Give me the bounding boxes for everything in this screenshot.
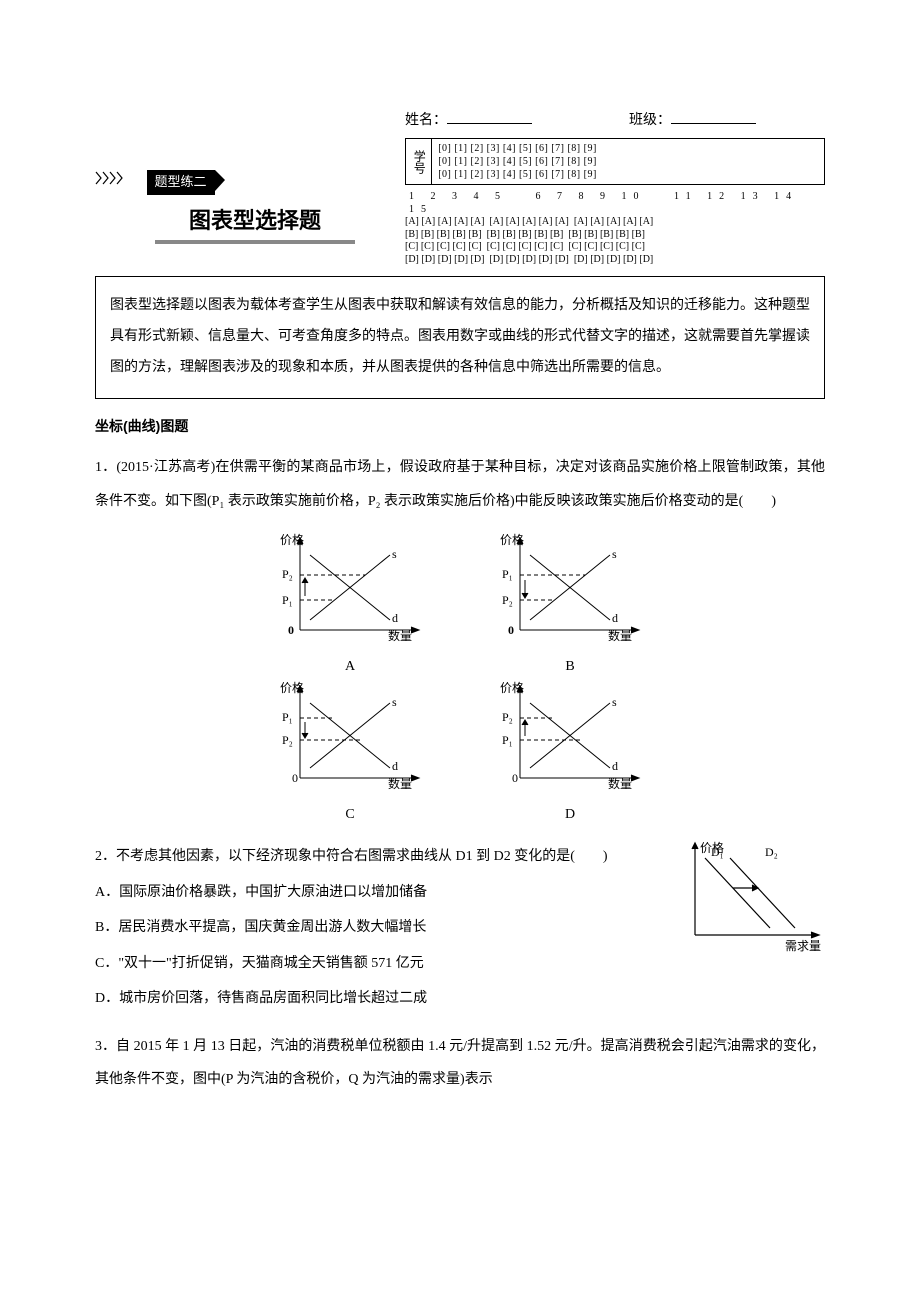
opt-row[interactable]: [A] [A] [A] [A] [A]	[489, 216, 568, 227]
svg-text:0: 0	[512, 771, 518, 785]
s-label: s	[392, 547, 397, 561]
svg-text:数量: 数量	[608, 776, 632, 791]
main-title: 图表型选择题	[155, 203, 355, 244]
d-label: d	[392, 611, 398, 625]
svg-text:价格: 价格	[280, 680, 304, 695]
chart-label: B	[490, 656, 650, 678]
svg-text:价格: 价格	[500, 532, 524, 547]
name-class-row: 姓名： 班级：	[405, 110, 825, 132]
d2-label: D₂	[765, 845, 778, 859]
student-id-label: 学号	[406, 139, 432, 184]
chart-label: C	[270, 804, 430, 826]
opt-row[interactable]: [B] [B] [B] [B] [B]	[487, 229, 564, 240]
q-nums: 6 7 8 9 10	[536, 191, 646, 202]
chevron-icon	[95, 170, 139, 186]
intro-box: 图表型选择题以图表为载体考查学生从图表中获取和解读有效信息的能力，分析概括及知识…	[95, 276, 825, 398]
svg-text:d: d	[612, 759, 618, 773]
opt-row[interactable]: [C] [C] [C] [C] [C]	[568, 241, 645, 252]
q2-option-c: C．"双十一"打折促销，天猫商城全天销售额 571 亿元	[95, 947, 665, 981]
svg-text:数量: 数量	[608, 628, 632, 643]
question-2: 2．不考虑其他因素，以下经济现象中符合右图需求曲线从 D1 到 D2 变化的是(…	[95, 840, 825, 1016]
q3-stem: 3．自 2015 年 1 月 13 日起，汽油的消费税单位税额由 1.4 元/升…	[95, 1039, 825, 1088]
svg-text:P₁: P₁	[502, 567, 513, 581]
svg-text:s: s	[392, 695, 397, 709]
title-block: 题型练二 图表型选择题	[95, 110, 385, 244]
d1-label: D₁	[711, 845, 724, 859]
student-id-box: 学号 [0] [1] [2] [3] [4] [5] [6] [7] [8] […	[405, 138, 825, 185]
q2-option-d: D．城市房价回落，待售商品房面积同比增长超过二成	[95, 982, 665, 1016]
axis-x: 需求量	[785, 939, 821, 953]
chart-a: 价格 数量 s d P₂ P₁ 0 A	[270, 530, 430, 678]
section-heading: 坐标(曲线)图题	[95, 415, 825, 437]
svg-text:s: s	[612, 547, 617, 561]
q-nums: 1 2 3 4 5	[409, 191, 507, 202]
opt-row[interactable]: [A] [A] [A] [A] [A]	[574, 216, 653, 227]
omr-block: 姓名： 班级： 学号 [0] [1] [2] [3] [4] [5] [6] […	[405, 110, 825, 266]
section-badge: 题型练二	[147, 170, 215, 195]
svg-text:数量: 数量	[388, 776, 412, 791]
student-id-bubbles[interactable]: [0] [1] [2] [3] [4] [5] [6] [7] [8] [9] …	[432, 139, 603, 184]
name-label: 姓名：	[405, 113, 447, 128]
question-1: 1．(2015·江苏高考)在供需平衡的某商品市场上，假设政府基于某种目标，决定对…	[95, 451, 825, 518]
opt-row[interactable]: [B] [B] [B] [B] [B]	[405, 229, 482, 240]
opt-row[interactable]: [A] [A] [A] [A] [A]	[405, 216, 484, 227]
axis-x: 数量	[388, 628, 412, 643]
svg-text:0: 0	[508, 623, 514, 637]
p1-label: P₁	[282, 593, 293, 607]
opt-row[interactable]: [D] [D] [D] [D] [D]	[574, 254, 653, 265]
svg-text:d: d	[392, 759, 398, 773]
answer-grid[interactable]: 1 2 3 4 5 6 7 8 9 10 11 12 13 14 15 [A] …	[405, 191, 825, 266]
q2-stem: 2．不考虑其他因素，以下经济现象中符合右图需求曲线从 D1 到 D2 变化的是(…	[95, 840, 665, 874]
q2-chart: 价格 需求量 D₁ D₂	[675, 840, 825, 968]
svg-text:P₂: P₂	[502, 593, 513, 607]
chart-label: A	[270, 656, 430, 678]
q1-charts: 价格 数量 s d P₂ P₁ 0 A	[95, 530, 825, 826]
opt-row[interactable]: [C] [C] [C] [C] [C]	[405, 241, 482, 252]
svg-text:s: s	[612, 695, 617, 709]
opt-row[interactable]: [D] [D] [D] [D] [D]	[405, 254, 484, 265]
chart-b: 价格 数量 s d P₁ P₂ 0 B	[490, 530, 650, 678]
digit-row[interactable]: [0] [1] [2] [3] [4] [5] [6] [7] [8] [9]	[438, 142, 597, 155]
chart-label: D	[490, 804, 650, 826]
svg-text:P₂: P₂	[282, 733, 293, 747]
opt-row[interactable]: [D] [D] [D] [D] [D]	[489, 254, 568, 265]
svg-text:P₁: P₁	[502, 733, 513, 747]
svg-text:价格: 价格	[500, 680, 524, 695]
class-blank[interactable]	[671, 110, 756, 124]
page-header: 题型练二 图表型选择题 姓名： 班级： 学号 [0] [1] [2] [3] […	[95, 110, 825, 266]
q2-option-a: A．国际原油价格暴跌，中国扩大原油进口以增加储备	[95, 876, 665, 910]
opt-row[interactable]: [C] [C] [C] [C] [C]	[487, 241, 564, 252]
q2-option-b: B．居民消费水平提高，国庆黄金周出游人数大幅增长	[95, 911, 665, 945]
svg-text:0: 0	[292, 771, 298, 785]
name-blank[interactable]	[447, 110, 532, 124]
origin: 0	[288, 623, 294, 637]
chart-c: 价格 数量 s d P₁ P₂ 0 C	[270, 678, 430, 826]
svg-text:d: d	[612, 611, 618, 625]
svg-text:P₁: P₁	[282, 710, 293, 724]
question-3: 3．自 2015 年 1 月 13 日起，汽油的消费税单位税额由 1.4 元/升…	[95, 1030, 825, 1097]
class-label: 班级：	[629, 113, 671, 128]
q1-stem: 1．(2015·江苏高考)在供需平衡的某商品市场上，假设政府基于某种目标，决定对…	[95, 460, 825, 509]
digit-row[interactable]: [0] [1] [2] [3] [4] [5] [6] [7] [8] [9]	[438, 155, 597, 168]
svg-text:P₂: P₂	[502, 710, 513, 724]
opt-row[interactable]: [B] [B] [B] [B] [B]	[568, 229, 645, 240]
axis-y: 价格	[280, 532, 304, 547]
digit-row[interactable]: [0] [1] [2] [3] [4] [5] [6] [7] [8] [9]	[438, 168, 597, 181]
chart-d: 价格 数量 s d P₂ P₁ 0 D	[490, 678, 650, 826]
p2-label: P₂	[282, 567, 293, 581]
